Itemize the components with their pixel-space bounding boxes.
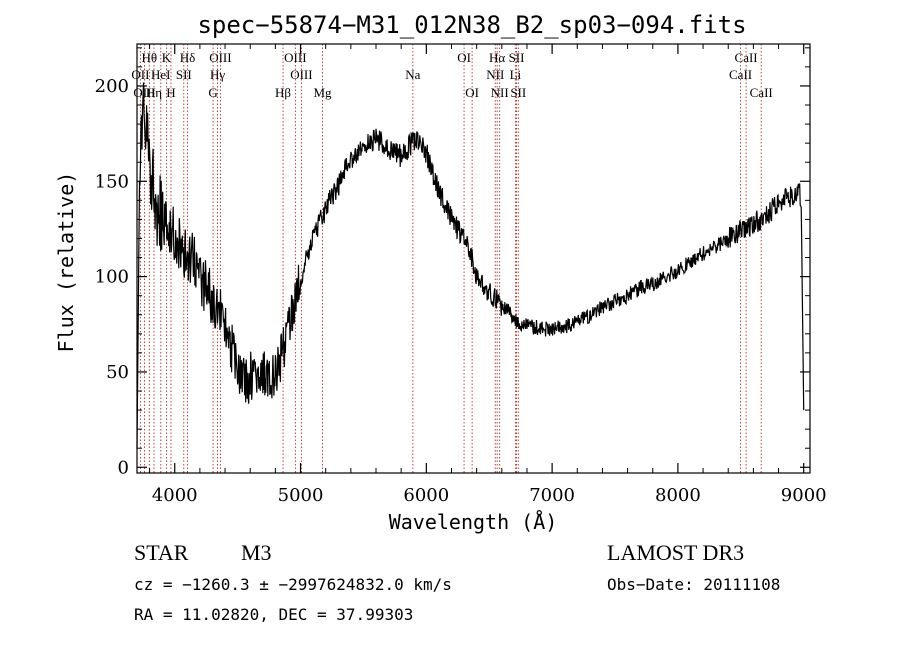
x-tick-label: 6000	[403, 485, 449, 506]
spectral-line-label: Hθ	[142, 50, 158, 65]
survey-name: LAMOST DR3	[607, 540, 745, 565]
y-axis-label: Flux (relative)	[54, 172, 78, 353]
x-tick-label: 9000	[781, 485, 827, 506]
y-axis: 0 50 100 150 200	[95, 47, 810, 478]
x-tick-label: 4000	[152, 485, 198, 506]
spectral-line-label: SII	[510, 85, 526, 100]
y-tick-label: 150	[95, 171, 129, 192]
spectral-line-label: OIII	[284, 50, 306, 65]
observation-date: Obs−Date: 20111108	[607, 575, 781, 594]
spectral-line-label: OIII	[290, 67, 312, 82]
y-tick-label: 50	[106, 362, 129, 383]
plot-frame	[136, 43, 811, 474]
spectral-line-label: Hδ	[180, 50, 196, 65]
spectral-line-label: CaII	[729, 67, 752, 82]
redshift-velocity: cz = −1260.3 ± −2997624832.0 km/s	[134, 575, 452, 594]
spectral-line-label: NII	[486, 67, 504, 82]
object-subclass: M3	[241, 540, 272, 565]
x-tick-label: 7000	[529, 485, 575, 506]
spectral-line-label: OI	[457, 50, 471, 65]
spectral-line-label: Hα	[489, 50, 505, 65]
spectral-line-label: CaII	[735, 50, 758, 65]
spectral-line-labels: Hθ K Hδ OIII OIII OI Hα SII CaII OII HeI SII Hγ OIII N…	[131, 50, 772, 100]
spectral-line-label: G	[208, 85, 217, 100]
spectral-line-label: Li	[510, 67, 522, 82]
spectral-line-label: CaII	[750, 85, 773, 100]
spectral-line-label: Mg	[314, 85, 333, 100]
spectral-line-label: OIII	[209, 50, 231, 65]
spectral-line-label: Hγ	[210, 67, 225, 82]
spectral-line-label: SII	[176, 67, 192, 82]
spectral-line-label: SII	[509, 50, 525, 65]
spectral-line-label: Hη	[146, 85, 162, 100]
x-axis-label: Wavelength (Å)	[389, 510, 558, 534]
spectral-line-label: OI	[465, 85, 479, 100]
y-tick-label: 200	[95, 76, 129, 97]
spectral-line-label: K	[162, 50, 172, 65]
spectrum-line	[136, 82, 805, 449]
spectral-line-label: NII	[491, 85, 509, 100]
spectral-line-label: HeI	[151, 67, 171, 82]
x-axis: 4000 5000 6000 7000 8000 9000	[149, 44, 827, 506]
spectral-line-label: Hβ	[275, 85, 291, 100]
x-tick-label: 8000	[655, 485, 701, 506]
x-tick-label: 5000	[278, 485, 324, 506]
spectral-line-label: Na	[405, 67, 420, 82]
coordinates: RA = 11.02820, DEC = 37.99303	[134, 605, 414, 624]
spectral-line-label: H	[166, 85, 175, 100]
object-class: STAR	[134, 540, 189, 565]
spectral-line-label: OII	[131, 67, 149, 82]
spectral-line-label: OIII	[133, 85, 155, 100]
spectral-line-markers	[139, 44, 762, 473]
chart-title: spec−55874−M31_012N38_B2_sp03−094.fits	[197, 11, 746, 39]
y-tick-label: 0	[118, 457, 129, 478]
y-tick-label: 100	[95, 267, 129, 288]
